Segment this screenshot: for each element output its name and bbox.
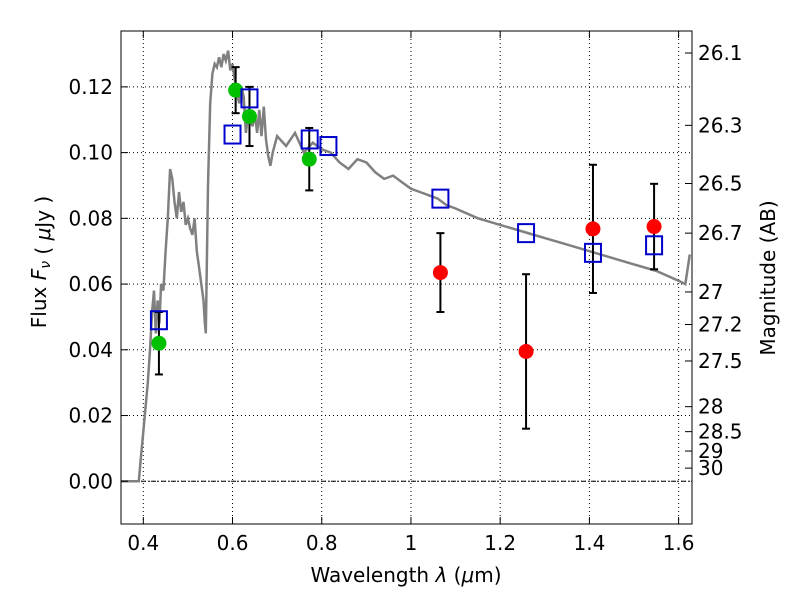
data-point-circle xyxy=(151,335,167,351)
magnitude-tick-label: 26.7 xyxy=(698,221,743,245)
x-axis: 0.4 0.6 0.8 1 1.2 1.4 1.6 xyxy=(127,31,695,555)
plot-area xyxy=(121,31,692,524)
magnitude-axis-label: Magnitude (AB) xyxy=(756,200,780,355)
magnitude-tick-label: 26.5 xyxy=(698,172,743,196)
x-tick-label: 0.8 xyxy=(306,531,338,555)
data-point-square xyxy=(431,188,450,209)
data-point-square xyxy=(223,124,242,145)
data-point-square xyxy=(300,129,319,150)
y-tick-label: 0.06 xyxy=(68,272,113,296)
x-tick-label: 1.6 xyxy=(663,531,695,555)
y-tick-label: 0.02 xyxy=(68,404,113,428)
data-point-square xyxy=(149,310,168,331)
data-point-circle xyxy=(241,108,257,124)
x-tick-label: 1.2 xyxy=(484,531,516,555)
y-tick-label: 0.10 xyxy=(68,141,113,165)
y-axis: 0.00 0.02 0.04 0.06 0.08 0.10 0.12 xyxy=(68,75,128,493)
magnitude-tick-label: 27.5 xyxy=(698,349,743,373)
magnitude-tick-label: 26.3 xyxy=(698,113,743,137)
data-point-square xyxy=(240,88,259,109)
y-tick-label: 0.08 xyxy=(68,206,113,230)
x-axis-label: Wavelength λ (μm) xyxy=(310,563,501,587)
magnitude-tick-label: 27.2 xyxy=(698,312,743,336)
plot-frame xyxy=(120,30,693,525)
data-point-circle xyxy=(585,221,601,237)
magnitude-tick-label: 28.5 xyxy=(698,420,743,444)
x-tick-label: 0.6 xyxy=(217,531,249,555)
x-tick-label: 0.4 xyxy=(127,531,159,555)
data-point-square xyxy=(645,235,664,256)
data-point-circle xyxy=(301,151,317,167)
x-tick-label: 1.4 xyxy=(573,531,605,555)
data-point-square xyxy=(583,242,602,263)
magnitude-tick-label: 30 xyxy=(698,456,723,480)
data-point-circle xyxy=(518,343,534,359)
data-point-circle xyxy=(432,265,448,281)
data-point-circle xyxy=(646,219,662,235)
data-point-square xyxy=(517,223,536,244)
x-tick-label: 1 xyxy=(405,531,418,555)
magnitude-tick-label: 27 xyxy=(698,280,723,304)
y-axis-label: Flux Fν ( μJy ) xyxy=(27,196,55,328)
data-markers xyxy=(149,66,664,430)
magnitude-tick-label: 28 xyxy=(698,395,723,419)
data-point-square xyxy=(319,136,338,157)
y-tick-label: 0.04 xyxy=(68,338,113,362)
y-tick-label: 0.12 xyxy=(68,75,113,99)
y-tick-label: 0.00 xyxy=(68,469,113,493)
magnitude-tick-label: 26.1 xyxy=(698,41,743,65)
magnitude-tick-label: 29 xyxy=(698,439,723,463)
